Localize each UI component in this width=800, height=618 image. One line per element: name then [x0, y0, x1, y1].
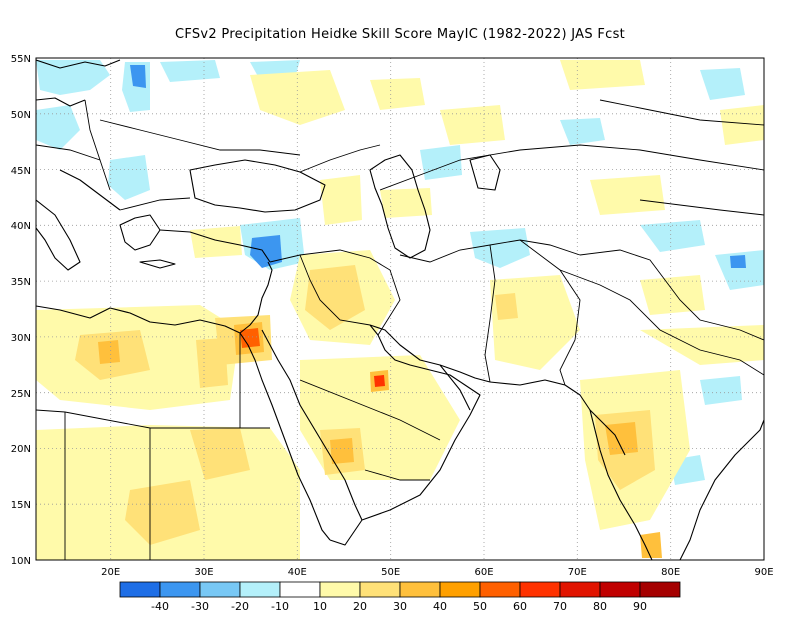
lat-tick-label: 55N	[11, 54, 31, 65]
colorbar-label: 90	[633, 600, 647, 613]
map-plot-area	[35, 57, 765, 561]
negative-skill-patch	[108, 155, 150, 200]
lon-tick-label: 90E	[754, 567, 773, 578]
colorbar-label: 10	[313, 600, 327, 613]
colorbar-swatch	[119, 581, 161, 598]
latitude-labels: 55N 50N 45N 40N 35N 30N 25N 20N 15N 10N	[11, 54, 31, 567]
negative-skill-patch	[420, 145, 462, 180]
lat-tick-label: 30N	[11, 333, 31, 344]
lon-tick-label: 80E	[661, 567, 680, 578]
colorbar-labels: -40 -30 -20 -10 10 20 30 40 50 60 70 80 …	[151, 600, 647, 613]
positive-skill-patch-strong	[374, 375, 385, 387]
colorbar-swatch	[199, 581, 241, 598]
lon-tick-label: 50E	[381, 567, 400, 578]
lat-tick-label: 25N	[11, 389, 31, 400]
lat-tick-label: 10N	[11, 556, 31, 567]
colorbar-label: 70	[553, 600, 567, 613]
colorbar-swatch	[319, 581, 361, 598]
positive-skill-patch	[190, 428, 250, 480]
positive-skill-patch	[720, 105, 764, 145]
negative-skill-patch	[470, 228, 530, 268]
colorbar-swatch	[599, 581, 641, 598]
positive-skill-patch	[590, 175, 665, 215]
coastlines	[36, 59, 764, 560]
positive-skill-patch	[330, 438, 354, 464]
positive-skill-patch	[560, 60, 645, 90]
colorbar-swatch	[159, 581, 201, 598]
positive-skill-patch	[190, 226, 242, 258]
positive-skill-patch	[495, 293, 518, 320]
colorbar-swatch	[239, 581, 281, 598]
colorbar-swatch	[399, 581, 441, 598]
lon-tick-label: 20E	[101, 567, 120, 578]
colorbar-swatch	[279, 581, 321, 598]
lat-tick-label: 45N	[11, 166, 31, 177]
positive-skill-patch	[640, 532, 662, 558]
colorbar-swatch	[479, 581, 521, 598]
colorbar-label: 40	[433, 600, 447, 613]
negative-skill-patch-strong	[250, 235, 282, 268]
negative-skill-patch	[640, 220, 705, 252]
lat-tick-label: 20N	[11, 444, 31, 455]
map-grid	[36, 58, 764, 560]
colorbar-label: 20	[353, 600, 367, 613]
colorbar-label: 50	[473, 600, 487, 613]
colorbar-label: 80	[593, 600, 607, 613]
positive-skill-patch	[440, 105, 505, 145]
positive-skill-patch-strong	[240, 328, 260, 348]
colorbar-swatch	[639, 581, 681, 598]
negative-skill-patch	[36, 60, 110, 95]
colorbar-label: -10	[271, 600, 289, 613]
colorbar-label: -20	[231, 600, 249, 613]
positive-skill-patch	[250, 70, 345, 125]
positive-skill-patch	[320, 175, 362, 225]
lon-tick-label: 30E	[194, 567, 213, 578]
colorbar-swatch	[519, 581, 561, 598]
colorbar-label: -40	[151, 600, 169, 613]
lon-tick-label: 40E	[288, 567, 307, 578]
lat-tick-label: 35N	[11, 277, 31, 288]
lat-tick-label: 40N	[11, 221, 31, 232]
negative-skill-patch	[715, 250, 764, 290]
chart-title: CFSv2 Precipitation Heidke Skill Score M…	[174, 27, 626, 42]
lat-tick-label: 15N	[11, 500, 31, 511]
negative-skill-patch	[700, 68, 745, 100]
negative-skill-patch-strong	[730, 255, 746, 268]
negative-skill-patch-strong	[130, 65, 146, 88]
lon-tick-label: 70E	[568, 567, 587, 578]
map-frame	[35, 57, 765, 561]
colorbar-label: 60	[513, 600, 527, 613]
colorbar-swatch	[359, 581, 401, 598]
colorbar-swatch	[559, 581, 601, 598]
negative-skill-patch	[700, 376, 742, 405]
skill-shading	[36, 60, 764, 560]
positive-skill-patch	[370, 78, 425, 110]
positive-skill-patch	[640, 275, 705, 315]
colorbar: -40 -30 -20 -10 10 20 30 40 50 60 70 80 …	[119, 581, 681, 613]
negative-skill-patch	[560, 118, 605, 145]
lat-tick-label: 50N	[11, 110, 31, 121]
colorbar-swatch	[439, 581, 481, 598]
negative-skill-patch	[36, 105, 80, 150]
positive-skill-patch	[605, 422, 638, 455]
longitude-labels: 20E 30E 40E 50E 60E 70E 80E 90E	[101, 567, 773, 578]
positive-skill-patch	[125, 480, 200, 545]
positive-skill-patch	[380, 188, 432, 218]
colorbar-label: 30	[393, 600, 407, 613]
colorbar-label: -30	[191, 600, 209, 613]
country-borders	[36, 99, 764, 560]
positive-skill-patch	[98, 340, 120, 364]
negative-skill-patch	[160, 60, 220, 82]
colorbar-swatches	[119, 581, 681, 598]
lon-tick-label: 60E	[474, 567, 493, 578]
